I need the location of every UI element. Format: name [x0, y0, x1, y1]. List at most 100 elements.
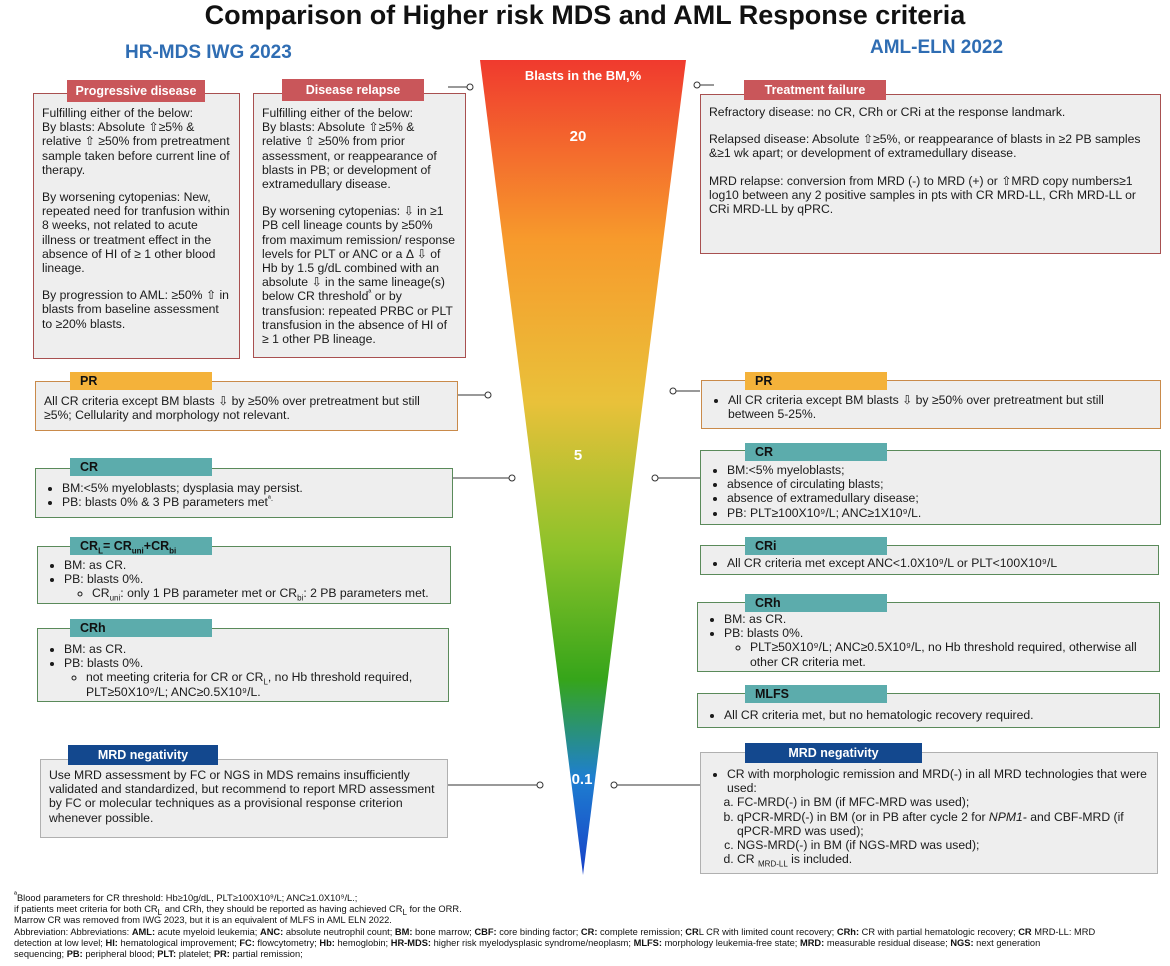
abbr-definition: complete remission; [597, 926, 686, 937]
abbr-definition: flowcytometry; [254, 937, 320, 948]
right-mrd-box: CR with morphologic remission and MRD(-)… [700, 752, 1158, 874]
abbr-definition: CR with limited count recovery; [703, 926, 837, 937]
abbr-term: AML: [131, 926, 156, 937]
abbr-definition: hemoglobin; [334, 937, 391, 948]
tag-left-cr: CR [70, 458, 212, 476]
abbr-definition: MRD-LL: [1034, 926, 1072, 937]
left-crl-item: BM: as CR. [64, 558, 442, 572]
page-title: Comparison of Higher risk MDS and AML Re… [204, 0, 966, 30]
abbr-term: CR [685, 926, 699, 937]
progressive-intro: Fulfilling either of the below: [42, 106, 194, 120]
progressive-aml: By progression to AML: ≥50% ⇧ in blasts … [42, 288, 229, 331]
relapse-blasts: By blasts: Absolute ⇧≥5% & relative ⇧ ≥5… [262, 120, 437, 192]
abbr-definition: platelet; [176, 949, 214, 960]
left-crl-item: PB: blasts 0%. [64, 572, 442, 586]
right-cri-text: All CR criteria met except ANC<1.0X10⁹/L… [727, 556, 1150, 570]
left-crh-item: BM: as CR. [64, 642, 440, 656]
tag-right-cri: CRi [745, 537, 887, 555]
right-crh-box: BM: as CR. PB: blasts 0%. PLT≥50X10⁹/L; … [697, 602, 1160, 672]
right-cr-item: absence of extramedullary disease; [727, 491, 1152, 505]
abbr-definition: absolute neutrophil count; [283, 926, 395, 937]
relapse-footnote-mark: ª [368, 288, 372, 298]
left-crl-box: BM: as CR. PB: blasts 0%. CRuni: only 1 … [37, 546, 451, 604]
right-crh-subitem: PLT≥50X10⁹/L; ANC≥0.5X10⁹/L, no Hb thres… [750, 640, 1151, 668]
abbr-definition: measurable residual disease; [824, 937, 951, 948]
abbr-term: ANC: [259, 926, 284, 937]
tag-disease-relapse: Disease relapse [282, 79, 424, 101]
blast-triangle [480, 60, 686, 875]
left-crh-box: BM: as CR. PB: blasts 0%. not meeting cr… [37, 628, 449, 702]
abbr-definition: core binding factor; [496, 926, 581, 937]
failure-mrd-relapse: MRD relapse: conversion from MRD (-) to … [709, 173, 1136, 217]
abbr-term: Hb: [319, 937, 335, 948]
abbr-definition: bone marrow; [412, 926, 475, 937]
left-pr-text: All CR criteria except BM blasts ⇩ by ≥5… [44, 394, 420, 423]
abbr-definition: CR with partial hematologic recovery; [859, 926, 1019, 937]
abbr-definition: hematological improvement; [117, 937, 240, 948]
right-heading: AML-ELN 2022 [870, 37, 1004, 58]
progressive-blasts: By blasts: Absolute ⇧≥5% & relative ⇧ ≥5… [42, 120, 230, 177]
tag-left-pr: PR [70, 372, 212, 390]
relapse-transfusion: or by transfusion: repeated PRBC or PLT … [262, 289, 453, 347]
footnote-marrow-cr: Marrow CR was removed from IWG 2023, but… [14, 915, 392, 926]
abbr-term: PR: [213, 949, 230, 960]
abbreviations-line: sequencing; PB: peripheral blood; PLT: p… [14, 949, 1164, 960]
abbr-term: HI: [105, 937, 118, 948]
abbr-term: MLFS: [633, 937, 662, 948]
abbr-term: CR [1018, 926, 1035, 937]
abbr-term: MRD: [799, 937, 825, 948]
progressive-disease-box: Fulfilling either of the below: By blasts… [33, 93, 240, 359]
tag-left-mrd: MRD negativity [68, 745, 218, 765]
footnote-crl: if patients meet criteria for both CRL a… [14, 904, 462, 918]
tag-right-cr: CR [745, 443, 887, 461]
right-mlfs-text: All CR criteria met, but no hematologic … [724, 708, 1151, 722]
left-crh-subitem: not meeting criteria for CR or CRL, no H… [86, 670, 440, 698]
abbr-term: BM: [394, 926, 413, 937]
disease-relapse-box: Fulfilling either of the below: By blasts… [253, 93, 466, 358]
abbr-definition: MRD [1071, 926, 1096, 937]
right-pr-text: All CR criteria except BM blasts ⇩ by ≥5… [728, 393, 1152, 421]
relapse-cytopenias: By worsening cytopenias: ⇩ in ≥1 PB cell… [262, 204, 456, 304]
abbr-definition: detection at low level; [14, 937, 106, 948]
abbr-definition: sequencing; [14, 949, 67, 960]
right-mrd-item: CR MRD-LL is included. [737, 852, 1149, 868]
right-cr-box: BM:<5% myeloblasts; absence of circulati… [700, 450, 1161, 525]
left-mrd-text: Use MRD assessment by FC or NGS in MDS r… [49, 768, 435, 825]
tag-right-mlfs: MLFS [745, 685, 887, 703]
progressive-cytopenias: By worsening cytopenias: New, repeated n… [42, 190, 230, 276]
right-mrd-item: FC-MRD(-) in BM (if MFC-MRD was used); [737, 795, 1149, 809]
left-mrd-box: Use MRD assessment by FC or NGS in MDS r… [40, 759, 448, 838]
left-crl-subitem: CRuni: only 1 PB parameter met or CRbi: … [92, 586, 442, 602]
footnotes: ªBlood parameters for CR threshold: Hb≥1… [14, 890, 1164, 960]
tag-right-pr: PR [745, 372, 887, 390]
abbr-term: FC: [239, 937, 255, 948]
right-mrd-item: qPCR-MRD(-) in BM (or in PB after cycle … [737, 810, 1149, 838]
failure-refractory: Refractory disease: no CR, CRh or CRi at… [709, 105, 1066, 119]
left-crh-item: PB: blasts 0%. [64, 656, 440, 670]
right-mrd-item: NGS-MRD(-) in BM (if NGS-MRD was used); [737, 838, 1149, 852]
abbr-definition: morphology leukemia-free state; [661, 937, 800, 948]
tag-right-mrd: MRD negativity [745, 743, 922, 763]
abbr-term: CBF: [474, 926, 497, 937]
right-cr-item: absence of circulating blasts; [727, 477, 1152, 491]
abbr-term: NGS: [950, 937, 974, 948]
tag-left-crl: CRL= CRuni+CRbi [70, 537, 212, 555]
abbr-term: PLT: [157, 949, 177, 960]
abbr-term: HR-MDS: [390, 937, 432, 948]
abbr-definition: higher risk myelodysplasic syndrome/neop… [431, 937, 634, 948]
treatment-failure-box: Refractory disease: no CR, CRh or CRi at… [700, 94, 1161, 254]
abbr-definition: acute myeloid leukemia; [155, 926, 260, 937]
tag-progressive-disease: Progressive disease [67, 80, 205, 102]
tick-5: 5 [573, 447, 583, 464]
right-mrd-lead: CR with morphologic remission and MRD(-)… [727, 767, 1149, 795]
abbr-definition: Abbreviation: Abbreviations: [14, 926, 132, 937]
left-cr-item: PB: blasts 0% & 3 PB parameters metª. [62, 494, 444, 510]
triangle-label: Blasts in the BM,% [524, 68, 642, 83]
left-cr-footnote-mark: ª. [267, 494, 274, 504]
abbr-term: CR: [580, 926, 598, 937]
left-cr-box: BM:<5% myeloblasts; dysplasia may persis… [35, 468, 453, 518]
tick-20: 20 [569, 128, 587, 145]
tag-left-crh: CRh [70, 619, 212, 637]
tick-0-1: 0.1 [571, 771, 593, 788]
